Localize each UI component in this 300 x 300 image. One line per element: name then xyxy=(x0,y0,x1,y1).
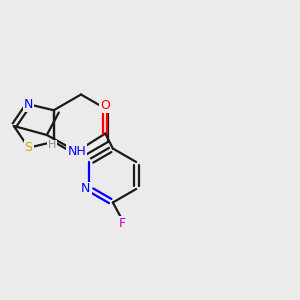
Text: S: S xyxy=(25,141,33,154)
Text: N: N xyxy=(81,182,91,196)
Text: O: O xyxy=(100,99,110,112)
Text: NH: NH xyxy=(68,145,86,158)
Text: N: N xyxy=(24,98,33,111)
Text: H: H xyxy=(48,140,56,151)
Text: F: F xyxy=(118,217,125,230)
